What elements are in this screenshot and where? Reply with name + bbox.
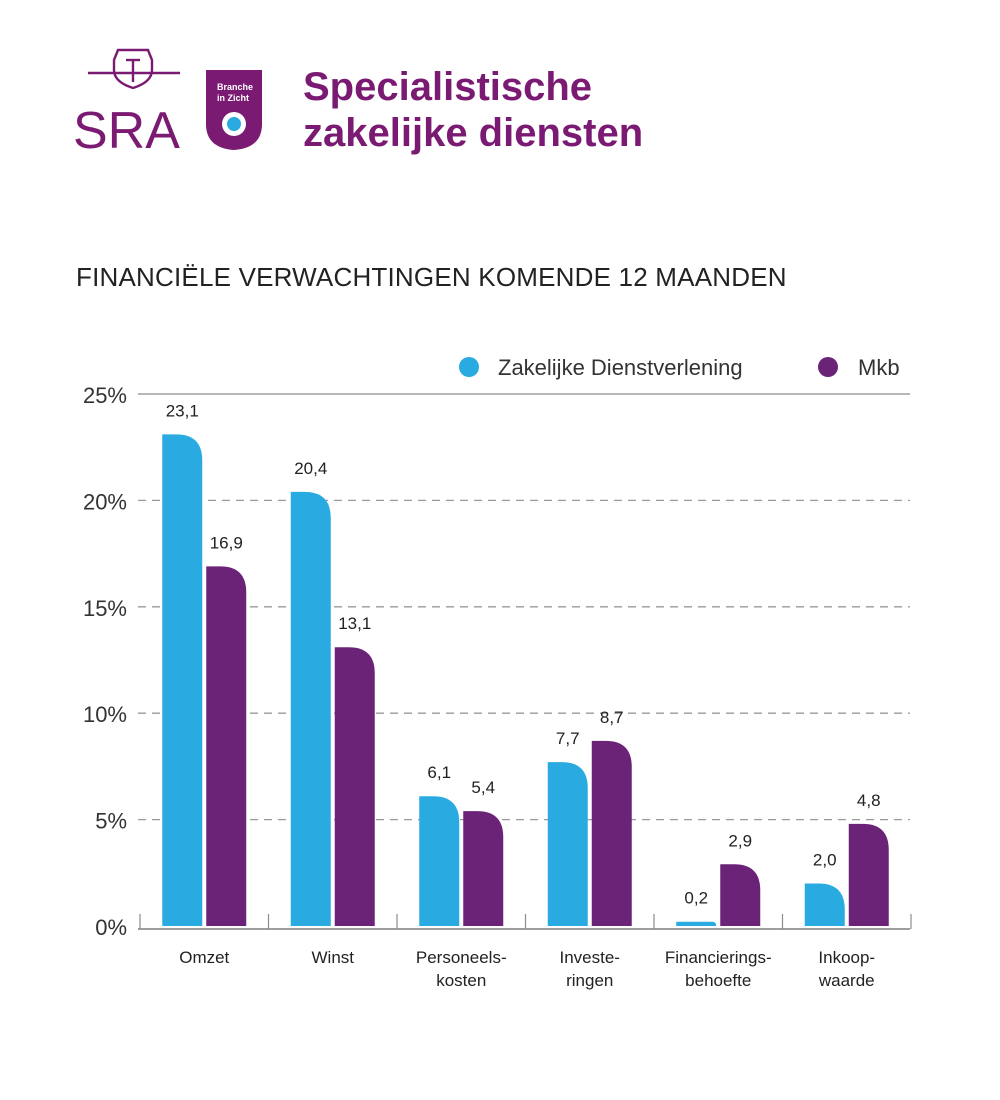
bar [419, 796, 460, 926]
badge-line-1: Branche [217, 82, 253, 92]
bar [290, 491, 331, 926]
x-tick-label: Personeels- [416, 948, 507, 967]
bar [720, 864, 761, 926]
x-tick-label: Omzet [179, 948, 229, 967]
x-tick-label: Investe- [560, 948, 620, 967]
y-tick-label: 15% [83, 596, 127, 621]
bar-value-label: 20,4 [294, 459, 327, 478]
bar [334, 647, 375, 926]
y-tick-label: 5% [95, 809, 127, 834]
x-tick-label: Financierings- [665, 948, 772, 967]
bar-value-label: 16,9 [210, 533, 243, 552]
bar-value-label: 8,7 [600, 708, 624, 727]
bar [676, 921, 717, 926]
legend-label: Mkb [858, 355, 900, 380]
legend-dot-icon [818, 357, 838, 377]
x-tick-label: behoefte [685, 971, 751, 990]
bar-value-label: 4,8 [857, 791, 881, 810]
x-tick-label: kosten [436, 971, 486, 990]
y-tick-label: 10% [83, 702, 127, 727]
x-tick-label: ringen [566, 971, 613, 990]
x-tick-label: Winst [312, 948, 355, 967]
bar-value-label: 7,7 [556, 729, 580, 748]
bar-value-label: 23,1 [166, 401, 199, 420]
branche-in-zicht-badge: Branche in Zicht [206, 70, 262, 150]
legend-dot-icon [459, 357, 479, 377]
sra-wordmark: SRA [73, 102, 180, 160]
bar-value-label: 5,4 [471, 778, 495, 797]
y-tick-label: 25% [83, 383, 127, 408]
legend-item: Mkb [818, 355, 900, 380]
bar [206, 566, 247, 926]
sra-crest-icon [88, 48, 180, 90]
chart-title: FINANCIËLE VERWACHTINGEN KOMENDE 12 MAAN… [76, 262, 787, 292]
bar-value-label: 2,0 [813, 850, 837, 869]
bar [591, 740, 632, 926]
bar-value-label: 13,1 [338, 614, 371, 633]
badge-line-2: in Zicht [217, 93, 249, 103]
bar [804, 883, 845, 926]
legend: Zakelijke Dienstverlening Mkb [459, 355, 900, 380]
bar-value-label: 0,2 [684, 889, 708, 908]
page-title: Specialistische zakelijke diensten [303, 64, 643, 156]
bar [848, 823, 889, 926]
bar-value-label: 2,9 [728, 831, 752, 850]
bar [547, 762, 588, 926]
page-title-line-2: zakelijke diensten [303, 111, 644, 155]
page-title-line-1: Specialistische [303, 65, 593, 109]
sra-logo: SRA Branche in Zicht [73, 48, 262, 160]
y-tick-label: 0% [95, 915, 127, 940]
bar-value-label: 6,1 [427, 763, 451, 782]
x-tick-label: waarde [818, 971, 875, 990]
bar [463, 811, 504, 926]
y-tick-label: 20% [83, 489, 127, 514]
legend-item: Zakelijke Dienstverlening [459, 355, 743, 380]
bar [162, 434, 203, 926]
legend-label: Zakelijke Dienstverlening [498, 355, 743, 380]
x-tick-label: Inkoop- [818, 948, 875, 967]
